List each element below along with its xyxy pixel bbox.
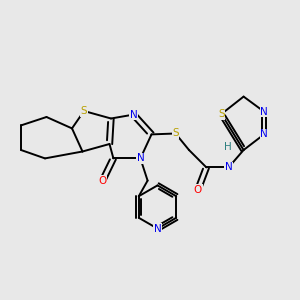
Text: S: S [172, 128, 179, 139]
Text: N: N [154, 224, 161, 234]
Text: N: N [136, 153, 144, 164]
Text: S: S [218, 109, 225, 119]
Text: O: O [98, 176, 107, 186]
Text: N: N [260, 106, 268, 117]
Text: H: H [224, 142, 232, 152]
Text: N: N [260, 129, 268, 140]
Text: N: N [130, 110, 137, 120]
Text: S: S [81, 106, 87, 116]
Text: O: O [194, 184, 202, 195]
Text: N: N [225, 162, 232, 172]
